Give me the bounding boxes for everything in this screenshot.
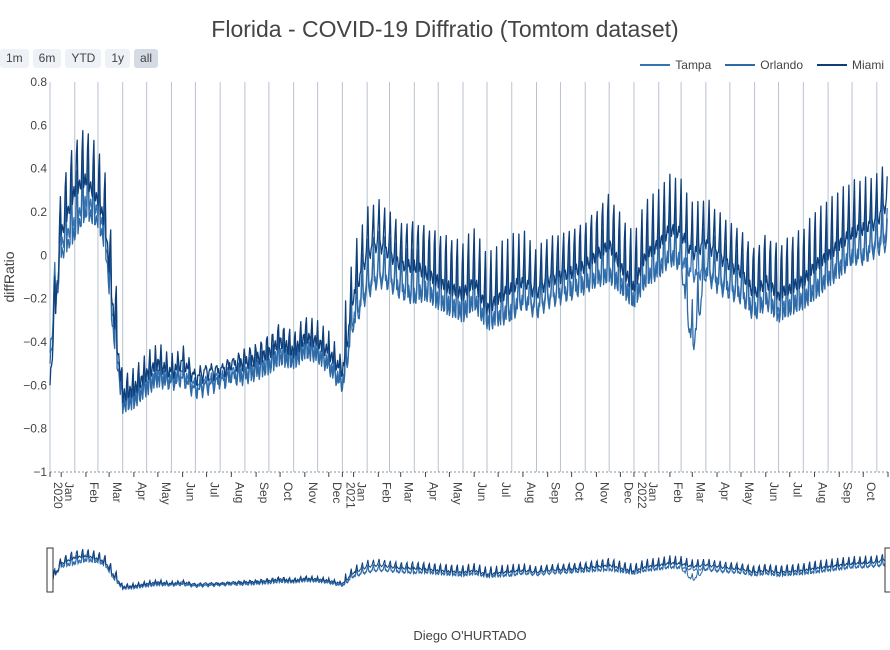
- x-tick-label: Sep: [840, 482, 854, 504]
- x-tick-label: Jan: [646, 482, 660, 501]
- x-tick-label: Feb: [671, 482, 685, 503]
- chart-title: Florida - COVID-19 Diffratio (Tomtom dat…: [211, 16, 679, 42]
- x-tick-label: 2020: [51, 482, 65, 509]
- y-tick-label: −0.8: [23, 422, 47, 436]
- y-tick-label: 0.8: [30, 75, 47, 89]
- x-tick-label: Jul: [208, 482, 222, 497]
- x-tick-label: Aug: [524, 482, 538, 503]
- x-tick-label: May: [159, 482, 173, 505]
- x-tick-label: Apr: [718, 482, 732, 501]
- x-tick-label: Jul: [791, 482, 805, 497]
- x-tick-label: Aug: [232, 482, 246, 503]
- x-tick-label: Apr: [426, 482, 440, 501]
- x-tick-label: Dec: [621, 482, 635, 503]
- range-slider-line-miami: [49, 548, 888, 590]
- x-tick-label: Aug: [816, 482, 830, 503]
- range-button-6m[interactable]: 6m: [32, 49, 62, 68]
- legend-item-miami[interactable]: Miami: [817, 58, 884, 72]
- x-tick-label: Jul: [499, 482, 513, 497]
- x-tick-label: Jan: [62, 482, 76, 501]
- x-tick-label: Jun: [767, 482, 781, 501]
- x-tick-label: 2022: [635, 482, 649, 509]
- legend-swatch-orlando: [725, 64, 756, 66]
- x-tick-label: Oct: [573, 482, 587, 501]
- range-slider-handle-left[interactable]: [46, 547, 54, 593]
- x-tick-label: Jan: [355, 482, 369, 501]
- range-button-all[interactable]: all: [134, 49, 159, 68]
- series-layer: [49, 129, 888, 415]
- legend-item-tampa[interactable]: Tampa: [640, 58, 711, 72]
- x-tick-label: Nov: [306, 482, 320, 503]
- range-button-1y[interactable]: 1y: [105, 49, 131, 68]
- y-tick-label: 0.6: [30, 118, 47, 132]
- x-tick-label: Oct: [281, 482, 295, 501]
- x-tick-label: 2021: [343, 482, 357, 509]
- x-tick-label: Oct: [864, 482, 878, 501]
- x-tick-label: Jun: [184, 482, 198, 501]
- x-tick-label: Apr: [135, 482, 149, 501]
- legend-swatch-tampa: [640, 64, 671, 66]
- legend-label-tampa: Tampa: [675, 58, 712, 72]
- x-tick-label: Dec: [330, 482, 344, 503]
- range-button-ytd[interactable]: YTD: [65, 49, 102, 68]
- x-tick-label: Sep: [549, 482, 563, 504]
- range-selector: 1m 6m YTD 1y all: [0, 49, 159, 68]
- y-tick-label: −0.6: [23, 378, 47, 392]
- y-tick-label: 0: [40, 248, 47, 262]
- legend: Tampa Orlando Miami: [640, 58, 884, 72]
- legend-label-orlando: Orlando: [760, 58, 803, 72]
- x-tick-label: Sep: [257, 482, 271, 504]
- y-tick-label: −1: [33, 465, 47, 479]
- legend-item-orlando[interactable]: Orlando: [725, 58, 803, 72]
- y-tick-label: 0.2: [30, 205, 47, 219]
- x-tick-label: May: [450, 482, 464, 505]
- range-slider-handle-right[interactable]: [884, 547, 890, 593]
- y-axis-title: diffRatio: [1, 251, 17, 302]
- y-tick-label: −0.4: [23, 335, 47, 349]
- legend-label-miami: Miami: [852, 58, 884, 72]
- series-line-miami: [49, 129, 888, 404]
- y-tick-label: 0.4: [30, 162, 47, 176]
- x-tick-label: Mar: [402, 482, 416, 503]
- grid-lines: [49, 82, 888, 473]
- range-slider[interactable]: [46, 541, 890, 599]
- x-tick-label: May: [742, 482, 756, 505]
- x-tick-label: Feb: [379, 482, 393, 503]
- x-tick-label: Mar: [693, 482, 707, 503]
- x-tick-label: Jun: [475, 482, 489, 501]
- y-tick-label: −0.2: [23, 292, 47, 306]
- y-axis: −1 −0.8 −0.6 −0.4 −0.2 0 0.2 0.4 0.6 0.8: [23, 75, 47, 479]
- legend-swatch-miami: [817, 64, 847, 66]
- x-tick-label: Nov: [597, 482, 611, 503]
- credit-text: Diego O'HURTADO: [413, 628, 527, 643]
- x-tick-label: Mar: [110, 482, 124, 503]
- x-tick-label: Feb: [87, 482, 101, 503]
- range-button-1m[interactable]: 1m: [0, 49, 29, 68]
